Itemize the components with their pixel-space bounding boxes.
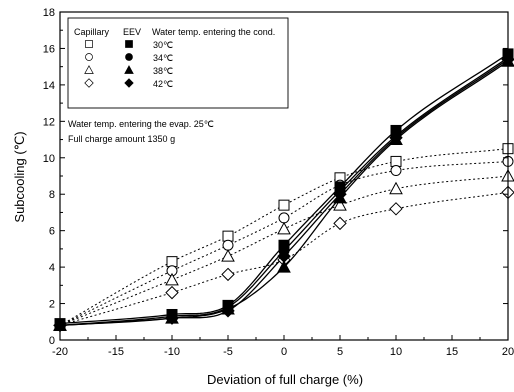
legend-header-water-temp: Water temp. entering the cond. — [152, 27, 275, 37]
series-curve-0 — [59, 148, 509, 326]
y-tick-label: 8 — [49, 189, 55, 201]
x-tick-label: 20 — [502, 346, 514, 358]
data-point-3-5 — [389, 202, 403, 216]
data-point-2-4 — [333, 198, 347, 211]
data-point-2-1 — [165, 272, 179, 286]
data-point-7-4 — [333, 187, 347, 201]
legend-marker-eev-3 — [124, 78, 134, 88]
x-tick-label: -15 — [108, 346, 124, 358]
data-point-0-1 — [166, 256, 178, 268]
legend-header-capillary: Capillary — [74, 27, 110, 37]
legend-marker-capillary-2 — [84, 65, 94, 74]
x-tick-label: -5 — [223, 346, 233, 358]
data-point-2-5 — [389, 181, 403, 195]
data-point-6-3 — [277, 260, 291, 273]
y-tick-label: 14 — [43, 80, 55, 92]
data-point-2-3 — [277, 221, 291, 235]
legend: Capillary EEV Water temp. entering the c… — [67, 17, 289, 109]
annotation-charge-amount: Full charge amount 1350 g — [68, 134, 175, 144]
data-point-7-5 — [389, 131, 403, 145]
legend-marker-eev-2 — [124, 65, 134, 74]
y-tick-label: 4 — [49, 262, 55, 274]
data-point-7-2 — [221, 304, 235, 318]
data-point-2-2 — [221, 249, 235, 262]
y-tick-label: 0 — [49, 335, 55, 347]
y-axis-label: Subcooling (℃) — [12, 131, 27, 222]
y-tick-label: 12 — [43, 116, 55, 128]
data-point-3-4 — [333, 216, 347, 231]
data-point-0-3 — [278, 199, 290, 211]
legend-marker-capillary-3 — [84, 78, 94, 88]
x-tick-label: 0 — [281, 346, 287, 358]
data-point-7-3 — [277, 249, 291, 263]
data-point-1-3 — [278, 212, 290, 224]
data-point-3-1 — [165, 285, 179, 300]
legend-marker-capillary-1 — [85, 53, 93, 61]
data-point-3-2 — [221, 267, 235, 282]
legend-box — [67, 17, 289, 109]
legend-header-eev: EEV — [123, 27, 141, 37]
x-tick-label: 10 — [390, 346, 402, 358]
y-tick-label: 10 — [43, 153, 55, 165]
y-tick-label: 2 — [49, 299, 55, 311]
data-point-1-2 — [222, 239, 234, 251]
legend-label-0: 30℃ — [153, 40, 173, 50]
y-tick-label: 6 — [49, 226, 55, 238]
data-point-7-1 — [165, 311, 179, 325]
legend-marker-capillary-0 — [85, 40, 93, 48]
legend-label-3: 42℃ — [153, 79, 173, 89]
legend-marker-eev-0 — [125, 40, 133, 48]
legend-marker-eev-1 — [125, 53, 133, 61]
x-tick-label: -10 — [164, 346, 180, 358]
x-tick-label: 15 — [446, 346, 458, 358]
axis-ticks — [59, 11, 509, 341]
data-point-0-5 — [390, 155, 402, 167]
x-tick-label: -20 — [52, 346, 68, 358]
x-axis-label: Deviation of full charge (%) — [207, 372, 363, 387]
x-tick-label: 5 — [337, 346, 343, 358]
legend-label-1: 34℃ — [153, 53, 173, 63]
legend-label-2: 38℃ — [153, 66, 173, 76]
annotation-evap-temp: Water temp. entering the evap. 25℃ — [68, 119, 214, 129]
data-point-1-5 — [390, 165, 402, 177]
y-tick-label: 16 — [43, 43, 55, 55]
data-point-0-2 — [222, 230, 234, 242]
legend-rows: 30℃ 34℃ 38℃ 42℃ — [84, 40, 173, 89]
y-tick-label: 18 — [43, 7, 55, 19]
axis-tick-labels: -20 -15 -10 -5 0 5 10 15 20 0 2 4 6 8 10 12 14 16 18 — [43, 7, 514, 358]
